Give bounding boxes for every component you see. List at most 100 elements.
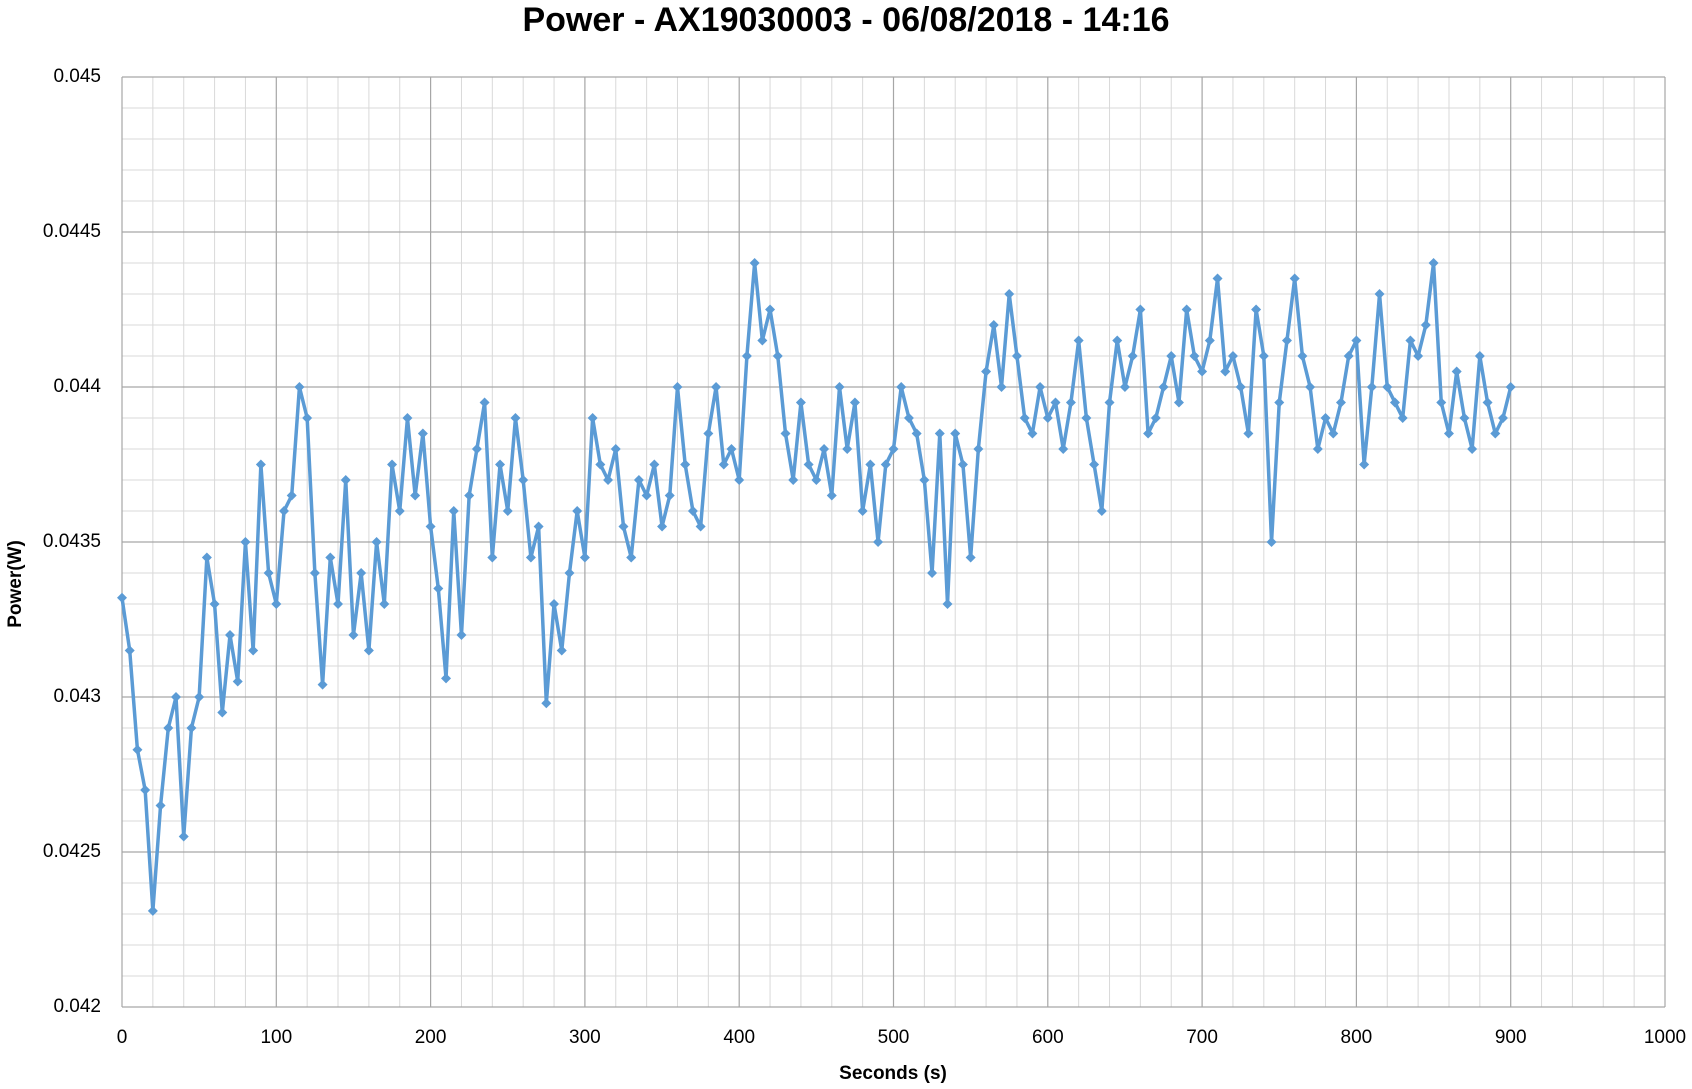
data-point — [402, 413, 413, 423]
data-point — [163, 723, 174, 733]
data-point — [664, 490, 675, 501]
x-tick-label: 100 — [260, 1027, 292, 1048]
data-point — [240, 537, 251, 547]
x-axis-title: Seconds (s) — [839, 1063, 947, 1084]
data-point — [464, 490, 475, 501]
data-point — [255, 459, 266, 470]
data-point — [1413, 351, 1424, 361]
x-tick-label: 800 — [1341, 1027, 1373, 1048]
data-point — [672, 382, 683, 392]
data-point — [1274, 397, 1285, 408]
y-tick-label: 0.0445 — [43, 221, 101, 242]
data-point — [1320, 413, 1331, 423]
data-point — [363, 645, 374, 656]
data-point — [1089, 459, 1100, 470]
data-point — [695, 521, 706, 532]
data-point — [495, 459, 506, 470]
data-point — [865, 459, 876, 470]
x-tick-label: 300 — [569, 1027, 601, 1048]
data-point — [587, 413, 598, 423]
data-point — [1497, 413, 1508, 423]
data-point — [1050, 397, 1061, 408]
data-point — [1096, 506, 1107, 516]
data-point — [649, 459, 660, 470]
data-point — [564, 568, 575, 578]
data-point — [1173, 397, 1184, 408]
chart-title: Power - AX19030003 - 06/08/2018 - 14:16 — [522, 1, 1169, 39]
data-point — [888, 444, 899, 454]
data-point — [1227, 351, 1238, 361]
data-point — [641, 490, 652, 501]
data-point — [340, 475, 351, 485]
x-tick-label: 900 — [1495, 1027, 1527, 1048]
data-point — [1181, 304, 1192, 315]
data-point — [626, 552, 637, 563]
data-point — [711, 382, 722, 392]
data-point — [1058, 444, 1069, 454]
data-point — [1042, 413, 1053, 423]
data-point — [248, 645, 259, 656]
data-point — [410, 490, 421, 501]
data-point — [140, 785, 151, 795]
data-point — [302, 413, 313, 423]
data-point — [996, 382, 1007, 392]
data-point — [441, 673, 452, 684]
data-point — [687, 506, 698, 516]
x-tick-label: 0 — [117, 1027, 128, 1048]
data-point — [1374, 289, 1385, 299]
data-point — [1073, 335, 1084, 346]
data-point — [1104, 397, 1115, 408]
data-point — [911, 428, 922, 439]
data-point — [1166, 351, 1177, 361]
data-point — [325, 552, 336, 563]
data-point — [147, 905, 158, 916]
data-point — [950, 428, 961, 439]
data-point — [749, 258, 760, 268]
data-point — [417, 428, 428, 439]
data-point — [232, 676, 243, 687]
y-axis-title: Power(W) — [5, 540, 26, 628]
data-point — [1266, 537, 1277, 547]
data-point — [1019, 413, 1030, 423]
data-point — [1312, 444, 1323, 454]
data-point — [471, 444, 482, 454]
data-point — [479, 397, 490, 408]
data-point — [124, 645, 135, 656]
x-tick-label: 500 — [878, 1027, 910, 1048]
x-tick-label: 700 — [1186, 1027, 1218, 1048]
data-point — [1420, 320, 1431, 330]
data-point — [556, 645, 567, 656]
plot-area — [117, 258, 1516, 916]
data-point — [1027, 428, 1038, 439]
data-point — [1443, 428, 1454, 439]
data-point — [171, 692, 182, 702]
data-point — [541, 698, 552, 709]
data-point — [186, 723, 197, 733]
data-point — [1112, 335, 1123, 346]
data-point — [132, 744, 143, 755]
data-point — [1366, 382, 1377, 392]
data-point — [1289, 273, 1300, 284]
y-tick-label: 0.044 — [53, 376, 101, 397]
data-point — [394, 506, 405, 516]
data-point — [178, 831, 189, 842]
data-point — [1243, 428, 1254, 439]
data-point — [1451, 366, 1462, 377]
data-point — [533, 521, 544, 532]
data-point — [942, 599, 953, 609]
data-point — [387, 459, 398, 470]
data-point — [1081, 413, 1092, 423]
data-point — [896, 382, 907, 392]
data-point — [1251, 304, 1262, 315]
data-point — [1389, 397, 1400, 408]
data-point — [765, 304, 776, 315]
data-point — [1397, 413, 1408, 423]
data-point — [333, 599, 344, 609]
data-point — [525, 552, 536, 563]
data-point — [510, 413, 521, 423]
data-point — [780, 428, 791, 439]
data-point — [309, 568, 320, 578]
data-point — [1474, 351, 1485, 361]
data-point — [348, 630, 359, 640]
data-point — [433, 583, 444, 594]
